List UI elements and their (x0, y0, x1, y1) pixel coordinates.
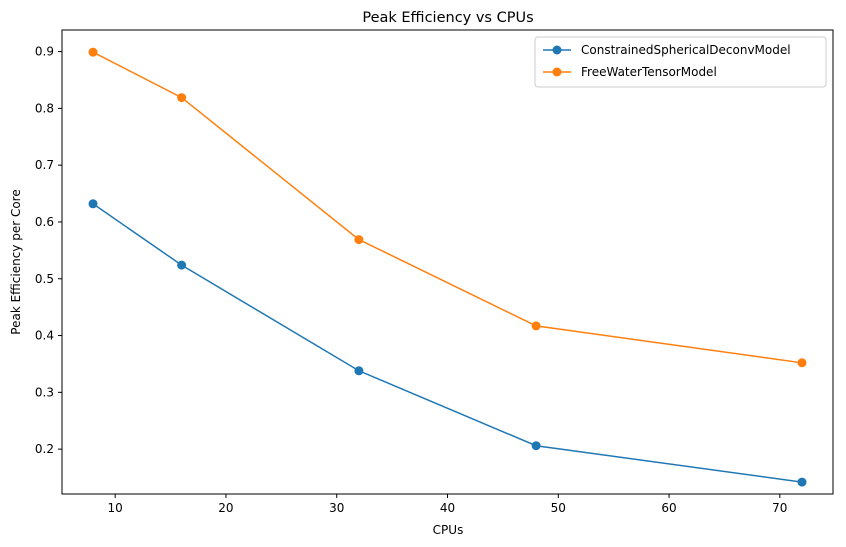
y-tick-label: 0.2 (35, 442, 54, 456)
x-axis: 10 20 30 40 50 60 70 (108, 494, 787, 515)
x-tick-label: 50 (551, 501, 566, 515)
plot-frame (61, 29, 834, 495)
x-axis-label: CPUs (433, 523, 464, 537)
y-tick-label: 0.5 (35, 272, 54, 286)
data-point (797, 358, 807, 368)
data-point (531, 441, 541, 451)
legend-label: ConstrainedSphericalDeconvModel (581, 43, 791, 57)
x-tick-label: 20 (218, 501, 233, 515)
data-point (177, 260, 187, 270)
y-axis: 0.2 0.3 0.4 0.5 0.6 0.7 0.8 0.9 (35, 45, 62, 456)
x-tick-label: 70 (772, 501, 787, 515)
legend-label: FreeWaterTensorModel (581, 65, 717, 79)
legend: ConstrainedSphericalDeconvModel FreeWater… (534, 36, 827, 88)
y-tick-label: 0.9 (35, 45, 54, 59)
data-point (354, 366, 364, 376)
x-tick-label: 30 (329, 501, 344, 515)
y-tick-label: 0.3 (35, 385, 54, 399)
data-point (531, 321, 541, 331)
data-point (88, 47, 98, 57)
data-point (797, 477, 807, 487)
y-tick-label: 0.7 (35, 158, 54, 172)
legend-marker (552, 45, 562, 55)
data-point (177, 93, 187, 103)
x-tick-label: 10 (108, 501, 123, 515)
legend-box (534, 36, 827, 88)
data-point (88, 199, 98, 209)
y-tick-label: 0.6 (35, 215, 54, 229)
data-point (354, 235, 364, 245)
x-tick-label: 40 (440, 501, 455, 515)
y-tick-label: 0.4 (35, 329, 54, 343)
legend-marker (552, 67, 562, 77)
chart-title: Peak Efficiency vs CPUs (362, 10, 533, 26)
y-axis-label: Peak Efficiency per Core (9, 189, 23, 334)
series-layer (88, 47, 807, 487)
x-tick-label: 60 (661, 501, 676, 515)
y-tick-label: 0.8 (35, 101, 54, 115)
